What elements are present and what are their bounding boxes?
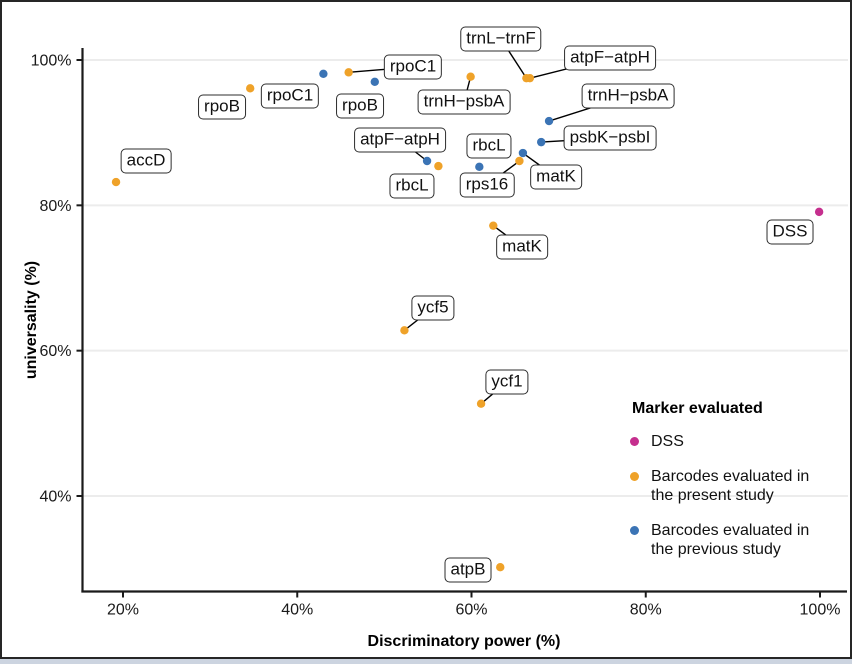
point-label-atpB: atpB [444, 557, 492, 583]
point-psbK−psbI [537, 137, 546, 147]
point-label-DSS: DSS [766, 219, 814, 245]
point-atpF−atpH [422, 156, 432, 166]
legend-item-label: Barcodes evaluated in the present study [651, 468, 810, 504]
point-rbcL [475, 162, 484, 172]
legend: Marker evaluated DSS Barcodes evaluated i… [630, 400, 830, 575]
point-ycf5 [400, 326, 409, 335]
legend-dot-icon [630, 437, 639, 446]
point-rpoC1 [344, 68, 353, 77]
legend-title: Marker evaluated [632, 400, 763, 417]
point-label-rbcL: rbcL [466, 133, 512, 159]
point-rbcL [434, 161, 443, 171]
y-axis-title: universality (%) [23, 260, 40, 380]
point-label-rpoB: rpoB [198, 94, 246, 120]
point-label-matK: matK [530, 164, 582, 190]
point-label-trnL−trnF: trnL−trnF [460, 26, 542, 52]
point-trnH−psbA [466, 72, 475, 81]
x-tick-label: 60% [455, 602, 487, 619]
x-tick-label: 20% [107, 602, 139, 619]
point-label-atpF−atpH: atpF−atpH [564, 45, 656, 71]
x-tick-label: 100% [800, 602, 841, 619]
legend-item: Barcodes evaluated in the present study [630, 467, 830, 505]
legend-item-label: Barcodes evaluated in the previous study [651, 522, 810, 558]
point-matK [489, 221, 498, 230]
legend-dot-icon [630, 526, 639, 535]
point-label-ycf5: ycf5 [411, 295, 455, 321]
legend-item: DSS [630, 432, 830, 451]
point-label-psbK−psbI: psbK−psbI [563, 125, 657, 151]
point-label-accD: accD [120, 148, 172, 174]
point-label-atpF−atpH: atpF−atpH [354, 127, 446, 153]
point-label-trnH−psbA: trnH−psbA [417, 89, 511, 115]
point-label-rpoC1: rpoC1 [383, 54, 443, 80]
y-tick-label: 40% [39, 489, 71, 506]
point-ycf1 [476, 399, 486, 408]
x-axis-title: Discriminatory power (%) [367, 633, 561, 650]
legend-item: Barcodes evaluated in the previous study [630, 521, 830, 559]
legend-item-label: DSS [651, 433, 684, 450]
point-label-trnH−psbA: trnH−psbA [581, 83, 675, 109]
point-rpoC1 [319, 69, 328, 79]
point-DSS [814, 207, 824, 217]
point-label-rpoC1: rpoC1 [260, 83, 320, 109]
x-tick-label: 40% [281, 602, 313, 619]
point-atpF−atpH [525, 73, 535, 83]
point-matK [518, 148, 528, 158]
point-rpoB [370, 77, 379, 87]
point-label-ycf1: ycf1 [485, 369, 529, 395]
y-tick-label: 60% [39, 343, 71, 360]
point-label-matK: matK [496, 234, 548, 260]
y-tick-label: 100% [31, 53, 72, 70]
point-accD [111, 177, 121, 187]
point-rps16 [515, 156, 524, 166]
legend-items: DSS Barcodes evaluated in the present stu… [630, 432, 830, 559]
y-tick-label: 80% [39, 198, 71, 215]
point-atpB [496, 563, 505, 572]
point-rpoB [246, 84, 255, 93]
point-label-rpoB: rpoB [336, 93, 384, 119]
x-tick-label: 80% [630, 602, 662, 619]
legend-dot-icon [630, 472, 639, 481]
point-trnH−psbA [544, 116, 554, 126]
point-label-rbcL: rbcL [389, 173, 435, 199]
point-label-rps16: rps16 [459, 172, 515, 198]
